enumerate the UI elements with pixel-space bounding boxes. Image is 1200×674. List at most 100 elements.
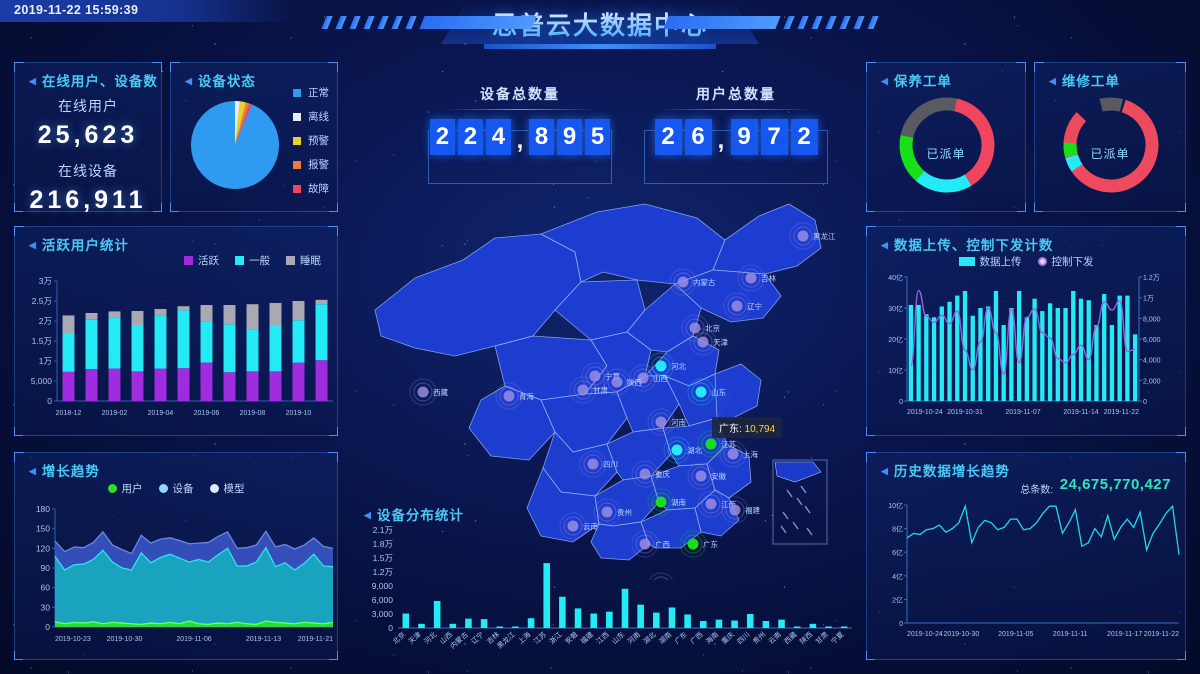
- svg-text:2019-11-17: 2019-11-17: [1107, 631, 1142, 638]
- svg-text:2019-10-23: 2019-10-23: [55, 636, 91, 643]
- svg-text:0: 0: [388, 623, 393, 633]
- svg-text:120: 120: [36, 543, 50, 553]
- triangle-icon: ◀: [881, 240, 889, 250]
- svg-text:0: 0: [45, 622, 50, 632]
- svg-text:上海: 上海: [516, 630, 532, 646]
- triangle-icon: ◀: [29, 466, 37, 476]
- legend-label: 报警: [308, 159, 329, 171]
- svg-text:30: 30: [41, 602, 51, 612]
- online-user-value: 25,623: [37, 121, 139, 149]
- digit-cell: 4: [485, 119, 511, 155]
- active-users-chart: 0 5,000 1万 1.5万 2万 2.5万 3万 2018-12 2019-02 2019-0…: [31, 276, 333, 417]
- svg-text:2019-11-14: 2019-11-14: [1063, 409, 1098, 416]
- panel-device-distribution: ◀ 设备分布统计 0 3,000 6,000 9,000 1.2万 1.5万 1.8万 2.1万…: [352, 500, 856, 674]
- svg-text:江苏: 江苏: [532, 630, 548, 646]
- header-deco-left: [321, 16, 544, 30]
- svg-text:30亿: 30亿: [888, 304, 903, 313]
- map-region-label: 上海: [743, 449, 758, 459]
- svg-text:贵州: 贵州: [751, 630, 767, 646]
- svg-text:江西: 江西: [595, 631, 611, 646]
- svg-text:2018-12: 2018-12: [56, 410, 82, 417]
- svg-text:3,000: 3,000: [372, 609, 394, 619]
- legend-swatch-sleep: [286, 256, 295, 265]
- svg-text:150: 150: [36, 524, 50, 534]
- counter-device-label: 设备总数量: [480, 86, 560, 102]
- svg-text:黑龙江: 黑龙江: [495, 630, 517, 651]
- upload-control-chart: 0 10亿 20亿 30亿 40亿 0 2,000 4,000 6,000 8,000 1万 1.2万…: [888, 273, 1161, 416]
- svg-text:1.8万: 1.8万: [373, 539, 393, 549]
- legend-item: 模型: [209, 481, 245, 496]
- digit-cell: 5: [585, 119, 611, 155]
- svg-text:2019-11-21: 2019-11-21: [298, 636, 333, 643]
- legend-label: 模型: [223, 483, 245, 495]
- triangle-icon: ◀: [881, 76, 889, 86]
- triangle-icon: ◀: [29, 76, 37, 86]
- panel-title-upload: ◀ 数据上传、控制下发计数: [881, 238, 1054, 253]
- map-region-label: 四川: [603, 460, 618, 469]
- growth-legend: 用户 设备 模型: [15, 481, 337, 496]
- svg-text:2019-10-30: 2019-10-30: [943, 631, 979, 638]
- counter-user-label: 用户总数量: [696, 86, 776, 102]
- panel-title-history: ◀ 历史数据增长趋势: [881, 464, 1010, 479]
- legend-label: 正常: [308, 87, 329, 99]
- title-container: 思普云大数据中心: [0, 0, 1200, 50]
- device-status-legend: 正常 离线 预警 报警 故障: [293, 85, 329, 205]
- svg-text:河北: 河北: [423, 631, 439, 646]
- svg-text:10亿: 10亿: [888, 501, 903, 510]
- svg-text:2.5万: 2.5万: [32, 296, 52, 306]
- panel-online-stats: ◀ 在线用户、设备数 在线用户 25,623 在线设备 216,911: [14, 62, 162, 214]
- legend-label: 控制下发: [1051, 256, 1094, 268]
- svg-text:2019-10-30: 2019-10-30: [107, 636, 143, 643]
- map-region-label: 河北: [671, 362, 686, 371]
- svg-text:1.5万: 1.5万: [32, 336, 52, 346]
- legend-swatch-warning: [293, 136, 301, 145]
- svg-text:广西: 广西: [688, 630, 704, 646]
- svg-text:2019-11-22: 2019-11-22: [1104, 409, 1139, 416]
- panel-title-growth: ◀ 增长趋势: [29, 464, 100, 479]
- svg-text:0: 0: [47, 396, 52, 406]
- legend-label: 设备: [172, 483, 194, 495]
- svg-text:40亿: 40亿: [888, 273, 903, 282]
- map-region-label: 重庆: [655, 469, 670, 479]
- svg-text:1.2万: 1.2万: [373, 567, 393, 577]
- active-users-legend: 活跃 一般 睡眠: [184, 253, 321, 268]
- svg-text:4,000: 4,000: [1143, 358, 1161, 365]
- map-tooltip: 广东: 10,794: [712, 417, 783, 438]
- panel-growth-trend: ◀ 增长趋势 用户 设备 模型 0 30 60 90 120 150 180 2019-10-2…: [14, 452, 338, 660]
- triangle-icon: ◀: [185, 76, 193, 86]
- svg-text:0: 0: [899, 621, 903, 628]
- svg-text:90: 90: [41, 563, 51, 573]
- svg-text:2亿: 2亿: [892, 595, 903, 604]
- legend-label: 预警: [308, 135, 329, 147]
- legend-swatch-active: [184, 256, 193, 265]
- svg-text:2019-11-22: 2019-11-22: [1144, 631, 1179, 638]
- counter-divider: [661, 109, 811, 110]
- svg-text:1.2万: 1.2万: [1143, 274, 1160, 282]
- svg-text:2019-06: 2019-06: [194, 410, 220, 417]
- map-region-label: 山东: [711, 387, 726, 397]
- panel-title-maintenance: ◀ 保养工单: [881, 74, 952, 89]
- svg-text:山东: 山东: [610, 630, 626, 646]
- svg-text:2019-04: 2019-04: [148, 410, 174, 417]
- svg-text:云南: 云南: [766, 630, 782, 646]
- legend-label: 睡眠: [300, 255, 321, 267]
- digit-cell: 8: [529, 119, 555, 155]
- legend-item: 睡眠: [286, 253, 321, 268]
- svg-text:6亿: 6亿: [892, 548, 903, 557]
- legend-label: 数据上传: [979, 256, 1022, 268]
- panel-upload-control: ◀ 数据上传、控制下发计数 数据上传 控制下发 0 10亿 20亿 30亿 40亿 0 2,0…: [866, 226, 1186, 436]
- online-device-value: 216,911: [29, 186, 147, 214]
- legend-item: 数据上传: [958, 254, 1022, 269]
- upload-legend: 数据上传 控制下发: [867, 254, 1185, 269]
- tooltip-region: 广东:: [719, 424, 742, 435]
- digit-cell: 2: [654, 119, 682, 155]
- digit-cell: 2: [790, 119, 818, 155]
- online-device-label: 在线设备: [58, 163, 118, 179]
- svg-text:2019-10-24: 2019-10-24: [907, 631, 943, 638]
- repair-center-label: 已派单: [1090, 147, 1130, 161]
- svg-text:安徽: 安徽: [563, 630, 579, 646]
- svg-text:2.1万: 2.1万: [373, 525, 393, 535]
- map-region-label: 山西: [653, 373, 668, 383]
- map-region-label: 河南: [671, 417, 686, 427]
- panel-title-device-status: ◀ 设备状态: [185, 74, 256, 89]
